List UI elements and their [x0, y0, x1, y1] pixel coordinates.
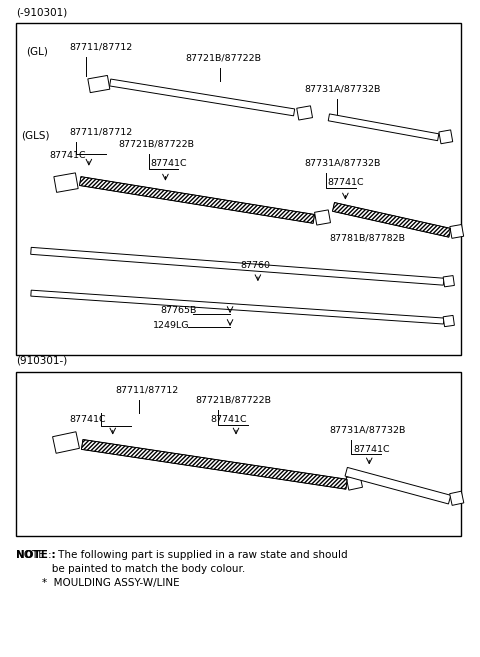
Text: 87721B/87722B: 87721B/87722B	[195, 396, 271, 404]
Text: 87741C: 87741C	[151, 159, 187, 168]
Polygon shape	[31, 247, 444, 285]
Text: 87741C: 87741C	[327, 178, 364, 187]
Text: 87781B/87782B: 87781B/87782B	[329, 234, 406, 243]
Text: 87741C: 87741C	[210, 415, 247, 424]
Polygon shape	[443, 315, 455, 327]
Text: (GLS): (GLS)	[21, 131, 50, 141]
Polygon shape	[333, 202, 451, 237]
Polygon shape	[80, 177, 314, 223]
Polygon shape	[314, 210, 331, 225]
Text: (910301-): (910301-)	[16, 356, 68, 366]
Polygon shape	[328, 114, 439, 141]
Text: 87741C: 87741C	[353, 445, 390, 454]
Polygon shape	[31, 290, 444, 324]
Text: (-910301): (-910301)	[16, 7, 68, 17]
Text: 87721B/87722B: 87721B/87722B	[185, 54, 261, 62]
Text: *  MOULDING ASSY-W/LINE: * MOULDING ASSY-W/LINE	[16, 578, 180, 588]
Text: NOTE :: NOTE :	[16, 550, 56, 560]
Polygon shape	[53, 432, 79, 453]
Text: 87741C: 87741C	[49, 151, 86, 160]
Text: 87731A/87732B: 87731A/87732B	[305, 158, 381, 167]
Bar	[16, 372, 461, 536]
Text: 87731A/87732B: 87731A/87732B	[305, 85, 381, 93]
Polygon shape	[82, 440, 348, 489]
Polygon shape	[450, 491, 464, 505]
Text: (GL): (GL)	[26, 46, 48, 57]
Text: 87731A/87732B: 87731A/87732B	[329, 425, 406, 434]
Text: 87711/87712: 87711/87712	[69, 127, 132, 137]
Text: 87711/87712: 87711/87712	[116, 385, 179, 394]
Text: 1249LG: 1249LG	[153, 321, 189, 330]
Polygon shape	[443, 275, 455, 287]
Text: 87721B/87722B: 87721B/87722B	[119, 139, 195, 148]
Polygon shape	[345, 467, 451, 504]
Polygon shape	[88, 76, 110, 93]
Polygon shape	[346, 474, 362, 490]
Polygon shape	[109, 79, 295, 116]
Polygon shape	[54, 173, 78, 193]
Text: be painted to match the body colour.: be painted to match the body colour.	[16, 564, 246, 574]
Text: 87741C: 87741C	[69, 415, 106, 424]
Text: 87711/87712: 87711/87712	[69, 43, 132, 52]
Text: NOTE :  The following part is supplied in a raw state and should: NOTE : The following part is supplied in…	[16, 550, 348, 560]
Bar	[16, 23, 461, 355]
Polygon shape	[450, 225, 464, 238]
Polygon shape	[297, 106, 312, 120]
Text: 87760: 87760	[240, 261, 270, 270]
Polygon shape	[439, 130, 453, 144]
Text: 87765B: 87765B	[160, 306, 197, 315]
